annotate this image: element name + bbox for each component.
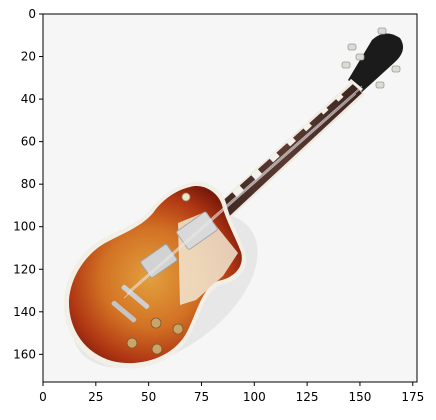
x-tick-label: 125	[296, 390, 319, 404]
x-tick-label: 25	[88, 390, 103, 404]
y-tick-label: 20	[21, 50, 36, 64]
control-knobs	[126, 317, 184, 355]
x-axis: 0 25 50 75 100 125 150 175	[39, 382, 424, 404]
guitar-picture	[63, 27, 404, 369]
x-tick-label: 175	[401, 390, 424, 404]
y-tick-label: 140	[13, 305, 36, 319]
bridge	[111, 284, 150, 323]
y-tick-label: 120	[13, 262, 36, 276]
selector-switch	[181, 192, 191, 202]
y-tick-label: 40	[21, 92, 36, 106]
x-tick-label: 75	[194, 390, 209, 404]
x-tick-label: 50	[141, 390, 156, 404]
y-tick-label: 100	[13, 220, 36, 234]
x-tick-label: 100	[243, 390, 266, 404]
strings	[123, 85, 363, 299]
x-tick-label: 150	[348, 390, 371, 404]
y-tick-label: 80	[21, 177, 36, 191]
axes-frame	[42, 13, 418, 383]
y-axis: 0 20 40 60 80 100 120 140 160	[13, 7, 43, 361]
guitar-headstock	[341, 27, 404, 92]
y-tick-label: 160	[13, 347, 36, 361]
x-tick-label: 0	[39, 390, 47, 404]
y-tick-label: 0	[28, 7, 36, 21]
y-tick-label: 60	[21, 135, 36, 149]
